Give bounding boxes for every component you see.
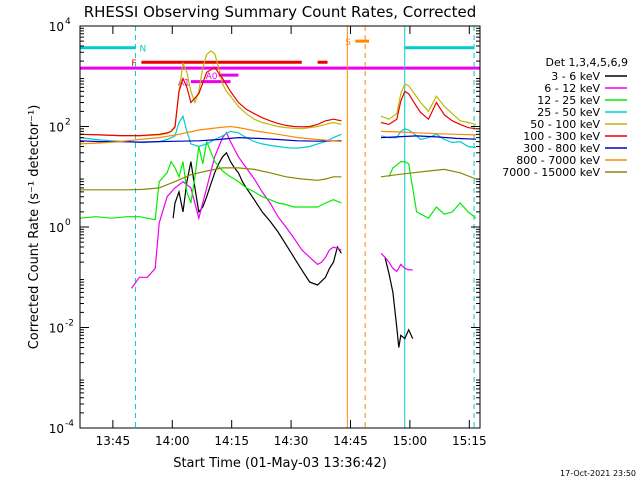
legend-label-8: 7000 - 15000 keV — [502, 166, 600, 179]
series-6-segment-0 — [79, 136, 342, 143]
legend-label-2: 12 - 25 keV — [537, 94, 600, 107]
series-7-segment-0 — [79, 125, 342, 145]
legend-label-4: 50 - 100 keV — [530, 118, 600, 131]
legend-label-3: 25 - 50 keV — [537, 106, 600, 119]
y-tick-exponent-4: -4 — [65, 419, 74, 429]
flag-label-n: N — [139, 45, 146, 55]
series-8-segment-1 — [380, 168, 477, 180]
series-5-segment-0 — [79, 66, 342, 137]
y-axis-label: Corrected Count Rate (s⁻¹ detector⁻¹) — [27, 105, 42, 350]
y-tick-label-2: 10 — [49, 221, 64, 235]
y-tick-label-1: 10 — [49, 121, 64, 135]
x-tick-label-0: 13:45 — [96, 434, 131, 448]
series-2-segment-1 — [388, 161, 477, 219]
series-3-segment-0 — [79, 114, 342, 149]
footer-timestamp: 17-Oct-2021 23:50 — [560, 469, 636, 478]
x-tick-label-1: 14:00 — [155, 434, 190, 448]
legend-label-0: 3 - 6 keV — [551, 70, 600, 83]
instrument-state-lines — [79, 26, 475, 428]
y-tick-label-4: 10 — [49, 422, 64, 436]
x-tick-label-5: 15:00 — [393, 434, 428, 448]
series-5-segment-1 — [380, 90, 477, 130]
x-tick-label-2: 14:15 — [214, 434, 249, 448]
series-4-segment-1 — [380, 83, 477, 125]
x-tick-label-3: 14:30 — [274, 434, 309, 448]
series-8-segment-0 — [80, 167, 342, 191]
flag-label-a1: A1 — [178, 79, 190, 89]
series-2-segment-0 — [79, 139, 342, 221]
series-1-segment-1 — [380, 252, 413, 273]
series-6-segment-1 — [380, 135, 477, 140]
x-axis-label: Start Time (01-May-03 13:36:42) — [173, 456, 387, 471]
flag-label-s: S — [345, 38, 351, 48]
y-tick-exponent-1: 2 — [65, 118, 71, 128]
data-series — [79, 50, 477, 348]
series-0-segment-1 — [384, 257, 414, 348]
x-tick-label-6: 15:15 — [452, 434, 487, 448]
legend-label-6: 300 - 800 keV — [523, 142, 600, 155]
chart-title: RHESSI Observing Summary Count Rates, Co… — [84, 3, 477, 21]
x-axis-ticks: 13:45 14:00 14:15 14:30 14:45 15:00 15:15 — [96, 26, 487, 448]
series-3-segment-1 — [380, 128, 477, 149]
y-tick-label-3: 10 — [49, 322, 64, 336]
flag-bars: NF S A0 A1 — [80, 38, 480, 89]
series-1-segment-0 — [131, 131, 342, 289]
legend-title: Det 1,3,4,5,6,9 — [545, 56, 628, 69]
legend-label-1: 6 - 12 keV — [544, 82, 600, 95]
legend-label-7: 800 - 7000 keV — [516, 154, 600, 167]
legend-label-5: 100 - 300 keV — [523, 130, 600, 143]
y-tick-exponent-3: -2 — [65, 319, 74, 329]
series-7-segment-1 — [380, 130, 477, 136]
plot-frame — [79, 25, 481, 429]
y-tick-label-0: 10 — [49, 20, 64, 34]
flag-label-f: F — [131, 59, 136, 69]
flag-label-a0: A0 — [206, 72, 218, 82]
y-tick-exponent-2: 0 — [65, 218, 71, 228]
y-tick-exponent-0: 4 — [65, 17, 71, 27]
x-tick-label-4: 14:45 — [333, 434, 368, 448]
